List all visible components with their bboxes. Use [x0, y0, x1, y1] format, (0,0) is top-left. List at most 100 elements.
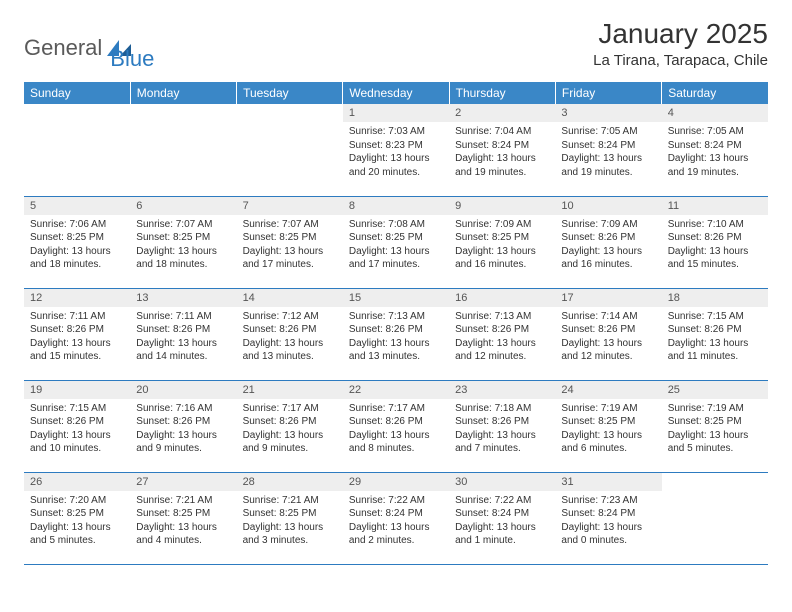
- day-content: Sunrise: 7:03 AMSunset: 8:23 PMDaylight:…: [343, 122, 449, 185]
- header: General Blue January 2025 La Tirana, Tar…: [24, 18, 768, 72]
- weekday-header: Wednesday: [343, 82, 449, 104]
- calendar-day-cell: 4Sunrise: 7:05 AMSunset: 8:24 PMDaylight…: [662, 104, 768, 196]
- day-content: Sunrise: 7:23 AMSunset: 8:24 PMDaylight:…: [555, 491, 661, 554]
- day-content: Sunrise: 7:08 AMSunset: 8:25 PMDaylight:…: [343, 215, 449, 278]
- day-content: Sunrise: 7:05 AMSunset: 8:24 PMDaylight:…: [662, 122, 768, 185]
- day-content: Sunrise: 7:11 AMSunset: 8:26 PMDaylight:…: [130, 307, 236, 370]
- day-content: Sunrise: 7:22 AMSunset: 8:24 PMDaylight:…: [343, 491, 449, 554]
- weekday-header: Thursday: [449, 82, 555, 104]
- calendar-day-cell: 26Sunrise: 7:20 AMSunset: 8:25 PMDayligh…: [24, 472, 130, 564]
- weekday-header: Monday: [130, 82, 236, 104]
- calendar-day-cell: 27Sunrise: 7:21 AMSunset: 8:25 PMDayligh…: [130, 472, 236, 564]
- day-number: 31: [555, 473, 661, 491]
- day-number: 1: [343, 104, 449, 122]
- calendar-week-row: 5Sunrise: 7:06 AMSunset: 8:25 PMDaylight…: [24, 196, 768, 288]
- day-content: Sunrise: 7:20 AMSunset: 8:25 PMDaylight:…: [24, 491, 130, 554]
- weekday-header: Sunday: [24, 82, 130, 104]
- calendar-day-cell: [130, 104, 236, 196]
- calendar-week-row: 1Sunrise: 7:03 AMSunset: 8:23 PMDaylight…: [24, 104, 768, 196]
- calendar-day-cell: 9Sunrise: 7:09 AMSunset: 8:25 PMDaylight…: [449, 196, 555, 288]
- calendar-week-row: 19Sunrise: 7:15 AMSunset: 8:26 PMDayligh…: [24, 380, 768, 472]
- day-number: 25: [662, 381, 768, 399]
- day-content: Sunrise: 7:09 AMSunset: 8:26 PMDaylight:…: [555, 215, 661, 278]
- day-content: Sunrise: 7:06 AMSunset: 8:25 PMDaylight:…: [24, 215, 130, 278]
- day-content: Sunrise: 7:17 AMSunset: 8:26 PMDaylight:…: [237, 399, 343, 462]
- calendar-day-cell: 1Sunrise: 7:03 AMSunset: 8:23 PMDaylight…: [343, 104, 449, 196]
- calendar-day-cell: 3Sunrise: 7:05 AMSunset: 8:24 PMDaylight…: [555, 104, 661, 196]
- title-block: January 2025 La Tirana, Tarapaca, Chile: [593, 18, 768, 69]
- day-content: Sunrise: 7:16 AMSunset: 8:26 PMDaylight:…: [130, 399, 236, 462]
- day-content: Sunrise: 7:13 AMSunset: 8:26 PMDaylight:…: [449, 307, 555, 370]
- day-content: Sunrise: 7:04 AMSunset: 8:24 PMDaylight:…: [449, 122, 555, 185]
- calendar-day-cell: 18Sunrise: 7:15 AMSunset: 8:26 PMDayligh…: [662, 288, 768, 380]
- day-content: Sunrise: 7:10 AMSunset: 8:26 PMDaylight:…: [662, 215, 768, 278]
- day-content: Sunrise: 7:19 AMSunset: 8:25 PMDaylight:…: [555, 399, 661, 462]
- calendar-day-cell: 7Sunrise: 7:07 AMSunset: 8:25 PMDaylight…: [237, 196, 343, 288]
- calendar-day-cell: 30Sunrise: 7:22 AMSunset: 8:24 PMDayligh…: [449, 472, 555, 564]
- day-number: 23: [449, 381, 555, 399]
- calendar-day-cell: 29Sunrise: 7:22 AMSunset: 8:24 PMDayligh…: [343, 472, 449, 564]
- calendar-day-cell: 22Sunrise: 7:17 AMSunset: 8:26 PMDayligh…: [343, 380, 449, 472]
- day-content: Sunrise: 7:18 AMSunset: 8:26 PMDaylight:…: [449, 399, 555, 462]
- day-number: 9: [449, 197, 555, 215]
- day-number: 24: [555, 381, 661, 399]
- day-content: Sunrise: 7:17 AMSunset: 8:26 PMDaylight:…: [343, 399, 449, 462]
- day-number: 8: [343, 197, 449, 215]
- calendar-day-cell: 19Sunrise: 7:15 AMSunset: 8:26 PMDayligh…: [24, 380, 130, 472]
- calendar-day-cell: [662, 472, 768, 564]
- calendar-week-row: 12Sunrise: 7:11 AMSunset: 8:26 PMDayligh…: [24, 288, 768, 380]
- brand-logo: General Blue: [24, 24, 154, 72]
- day-number: 3: [555, 104, 661, 122]
- day-number: 6: [130, 197, 236, 215]
- calendar-day-cell: [24, 104, 130, 196]
- day-number: 26: [24, 473, 130, 491]
- day-number: 18: [662, 289, 768, 307]
- page-title: January 2025: [593, 18, 768, 50]
- day-number: 28: [237, 473, 343, 491]
- calendar-day-cell: 21Sunrise: 7:17 AMSunset: 8:26 PMDayligh…: [237, 380, 343, 472]
- calendar-day-cell: 28Sunrise: 7:21 AMSunset: 8:25 PMDayligh…: [237, 472, 343, 564]
- day-number: 11: [662, 197, 768, 215]
- calendar-day-cell: 24Sunrise: 7:19 AMSunset: 8:25 PMDayligh…: [555, 380, 661, 472]
- day-number: 14: [237, 289, 343, 307]
- day-content: Sunrise: 7:11 AMSunset: 8:26 PMDaylight:…: [24, 307, 130, 370]
- day-number: 16: [449, 289, 555, 307]
- calendar-week-row: 26Sunrise: 7:20 AMSunset: 8:25 PMDayligh…: [24, 472, 768, 564]
- calendar-day-cell: 6Sunrise: 7:07 AMSunset: 8:25 PMDaylight…: [130, 196, 236, 288]
- day-content: Sunrise: 7:05 AMSunset: 8:24 PMDaylight:…: [555, 122, 661, 185]
- day-number: 13: [130, 289, 236, 307]
- day-content: Sunrise: 7:07 AMSunset: 8:25 PMDaylight:…: [237, 215, 343, 278]
- calendar-day-cell: 13Sunrise: 7:11 AMSunset: 8:26 PMDayligh…: [130, 288, 236, 380]
- day-content: Sunrise: 7:21 AMSunset: 8:25 PMDaylight:…: [130, 491, 236, 554]
- calendar-day-cell: 15Sunrise: 7:13 AMSunset: 8:26 PMDayligh…: [343, 288, 449, 380]
- day-number: 12: [24, 289, 130, 307]
- day-content: Sunrise: 7:14 AMSunset: 8:26 PMDaylight:…: [555, 307, 661, 370]
- day-content: Sunrise: 7:21 AMSunset: 8:25 PMDaylight:…: [237, 491, 343, 554]
- day-number: 27: [130, 473, 236, 491]
- calendar-day-cell: 23Sunrise: 7:18 AMSunset: 8:26 PMDayligh…: [449, 380, 555, 472]
- calendar-day-cell: 25Sunrise: 7:19 AMSunset: 8:25 PMDayligh…: [662, 380, 768, 472]
- day-content: Sunrise: 7:13 AMSunset: 8:26 PMDaylight:…: [343, 307, 449, 370]
- weekday-header: Friday: [555, 82, 661, 104]
- day-content: Sunrise: 7:15 AMSunset: 8:26 PMDaylight:…: [24, 399, 130, 462]
- calendar-day-cell: 17Sunrise: 7:14 AMSunset: 8:26 PMDayligh…: [555, 288, 661, 380]
- calendar-day-cell: [237, 104, 343, 196]
- brand-text-general: General: [24, 35, 102, 61]
- calendar-day-cell: 12Sunrise: 7:11 AMSunset: 8:26 PMDayligh…: [24, 288, 130, 380]
- calendar-day-cell: 8Sunrise: 7:08 AMSunset: 8:25 PMDaylight…: [343, 196, 449, 288]
- day-number: 19: [24, 381, 130, 399]
- day-number: 15: [343, 289, 449, 307]
- calendar-day-cell: 16Sunrise: 7:13 AMSunset: 8:26 PMDayligh…: [449, 288, 555, 380]
- calendar-day-cell: 5Sunrise: 7:06 AMSunset: 8:25 PMDaylight…: [24, 196, 130, 288]
- day-content: Sunrise: 7:07 AMSunset: 8:25 PMDaylight:…: [130, 215, 236, 278]
- calendar-day-cell: 20Sunrise: 7:16 AMSunset: 8:26 PMDayligh…: [130, 380, 236, 472]
- day-number: 17: [555, 289, 661, 307]
- brand-text-blue: Blue: [110, 46, 154, 72]
- calendar-table: SundayMondayTuesdayWednesdayThursdayFrid…: [24, 82, 768, 565]
- day-number: 4: [662, 104, 768, 122]
- weekday-header: Saturday: [662, 82, 768, 104]
- day-number: 21: [237, 381, 343, 399]
- day-number: 29: [343, 473, 449, 491]
- weekday-header: Tuesday: [237, 82, 343, 104]
- calendar-day-cell: 2Sunrise: 7:04 AMSunset: 8:24 PMDaylight…: [449, 104, 555, 196]
